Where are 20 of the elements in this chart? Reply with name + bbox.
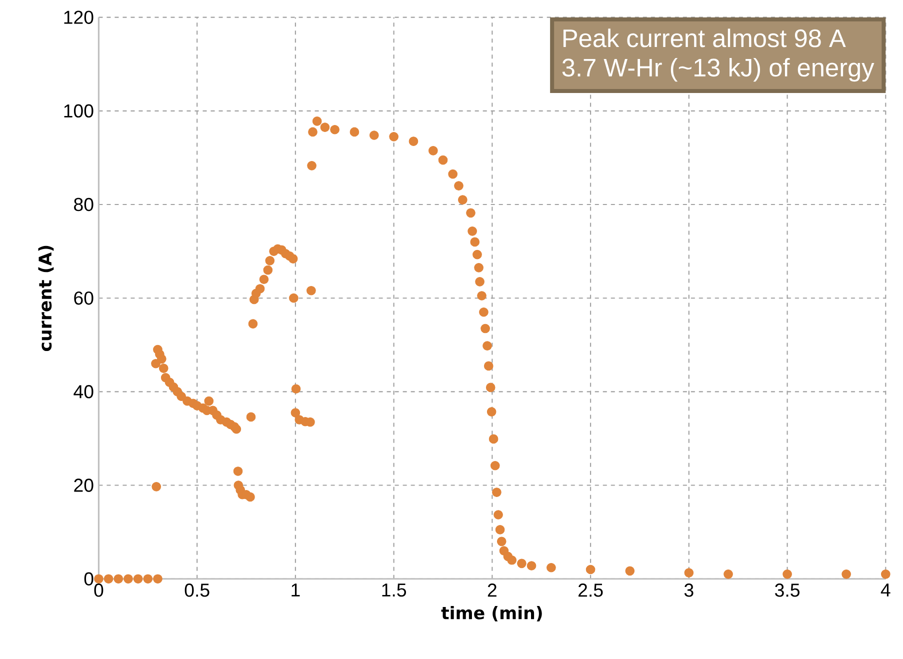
y-tick-label: 20: [74, 478, 94, 492]
x-tick-label: 2: [488, 584, 496, 597]
x-tick-label: 0: [94, 584, 104, 597]
y-tick-label: 60: [74, 292, 94, 305]
annotation: 3.7 W-Hr (~13 kJ) of energy: [562, 58, 874, 82]
y-tick-label: 0: [84, 572, 94, 586]
x-tick-label: 2.5: [578, 584, 603, 597]
y-axis-title: current (A): [38, 246, 54, 352]
x-axis-title: time (min): [441, 606, 542, 622]
y-tick-label: 120: [64, 10, 94, 24]
x-tick-label: 1: [292, 584, 300, 596]
x-tick-label: 0.5: [184, 584, 210, 597]
x-tick-label: 3: [684, 584, 694, 597]
x-tick-label: 1.5: [382, 584, 406, 597]
y-tick-label: 40: [74, 385, 94, 398]
y-tick-label: 80: [74, 198, 94, 212]
annotation: Peak current almost 98 A: [563, 28, 846, 48]
x-tick-label: 3.5: [775, 584, 800, 597]
x-tick-label: 4: [880, 584, 890, 596]
y-tick-label: 100: [64, 104, 94, 118]
